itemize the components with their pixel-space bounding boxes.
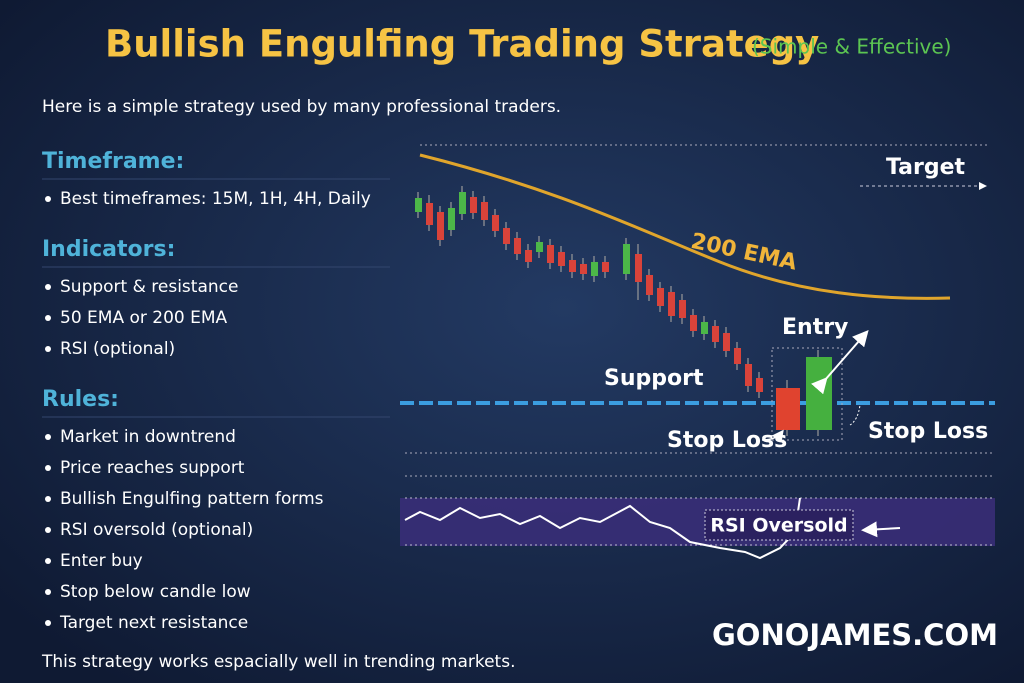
candles — [415, 186, 763, 398]
intro: Here is a simple strategy used by many p… — [42, 97, 561, 117]
engulfed-candle — [776, 388, 800, 430]
bullet — [45, 346, 51, 352]
candle — [723, 333, 730, 351]
rsi-band — [400, 498, 995, 546]
section-heading: Timeframe: — [42, 149, 184, 174]
candle — [668, 292, 675, 316]
brand: GONOJAMES.COM — [712, 618, 998, 652]
candle — [415, 198, 422, 212]
left-column: Timeframe: Best timeframes: 15M, 1H, 4H, … — [42, 149, 390, 633]
list-item: Bullish Engulfing pattern forms — [60, 489, 324, 509]
title: Bullish Engulfing Trading Strategy — [105, 23, 819, 66]
candle — [745, 364, 752, 386]
target-label: Target — [886, 155, 966, 180]
candle — [426, 203, 433, 225]
rsi-label-box — [704, 509, 854, 541]
candle — [635, 254, 642, 282]
rsi-arrow — [861, 521, 901, 538]
entry-label: Entry — [782, 315, 848, 340]
support-label: Support — [604, 366, 704, 391]
candle — [525, 250, 532, 262]
candle — [514, 238, 521, 254]
bullet — [45, 589, 51, 595]
candle — [547, 245, 554, 263]
candle — [569, 260, 576, 272]
list-item: Enter buy — [60, 551, 143, 571]
stop-arrow — [761, 429, 784, 443]
stop-loss-label: Stop Loss — [868, 419, 988, 444]
list-item: RSI oversold (optional) — [60, 520, 253, 540]
candle — [459, 192, 466, 214]
candle — [591, 262, 598, 276]
bullet — [45, 196, 51, 202]
candle — [623, 244, 630, 274]
candle — [701, 322, 708, 334]
stop-arrow — [849, 404, 861, 426]
ema-line — [419, 153, 951, 300]
list-item: Best timeframes: 15M, 1H, 4H, Daily — [60, 189, 371, 209]
candle — [536, 242, 543, 252]
candle — [690, 315, 697, 331]
stop-loss-label: Stop Loss — [667, 428, 787, 453]
candle — [657, 288, 664, 306]
bullet — [45, 620, 51, 626]
candle — [448, 208, 455, 230]
bullet — [45, 284, 51, 290]
candle — [679, 300, 686, 318]
subtitle: (Simple & Effective) — [752, 35, 951, 59]
candle — [503, 228, 510, 244]
candle — [437, 212, 444, 240]
candle — [558, 252, 565, 266]
candle — [734, 348, 741, 364]
section-heading: Indicators: — [42, 237, 175, 262]
list-item: Target next resistance — [59, 613, 248, 633]
list-item: Support & resistance — [60, 277, 238, 297]
list-item: RSI (optional) — [60, 339, 175, 359]
candle — [580, 264, 587, 274]
rsi-label: RSI Oversold — [710, 515, 847, 537]
candle — [756, 378, 763, 392]
list-item: Price reaches support — [60, 458, 245, 478]
bullet — [45, 434, 51, 440]
bullet — [45, 496, 51, 502]
footer: This strategy works espacially well in t… — [41, 652, 515, 672]
chart-illustration: Target 200 EMA Entry Support Stop Loss S… — [400, 144, 995, 560]
rsi-line — [404, 497, 801, 560]
bullet — [45, 527, 51, 533]
engulfing-candle — [806, 357, 832, 430]
candle — [470, 197, 477, 213]
candle — [481, 202, 488, 220]
bullet — [45, 558, 51, 564]
candle — [712, 326, 719, 342]
list-item: 50 EMA or 200 EMA — [60, 308, 228, 328]
section-heading: Rules: — [42, 387, 119, 412]
bullet — [45, 315, 51, 321]
list-item: Market in downtrend — [60, 427, 236, 447]
bullet — [45, 465, 51, 471]
list-item: Stop below candle low — [60, 582, 251, 602]
candle — [646, 275, 653, 295]
candle — [602, 262, 609, 272]
entry-arrow — [811, 329, 869, 395]
candle — [492, 215, 499, 231]
